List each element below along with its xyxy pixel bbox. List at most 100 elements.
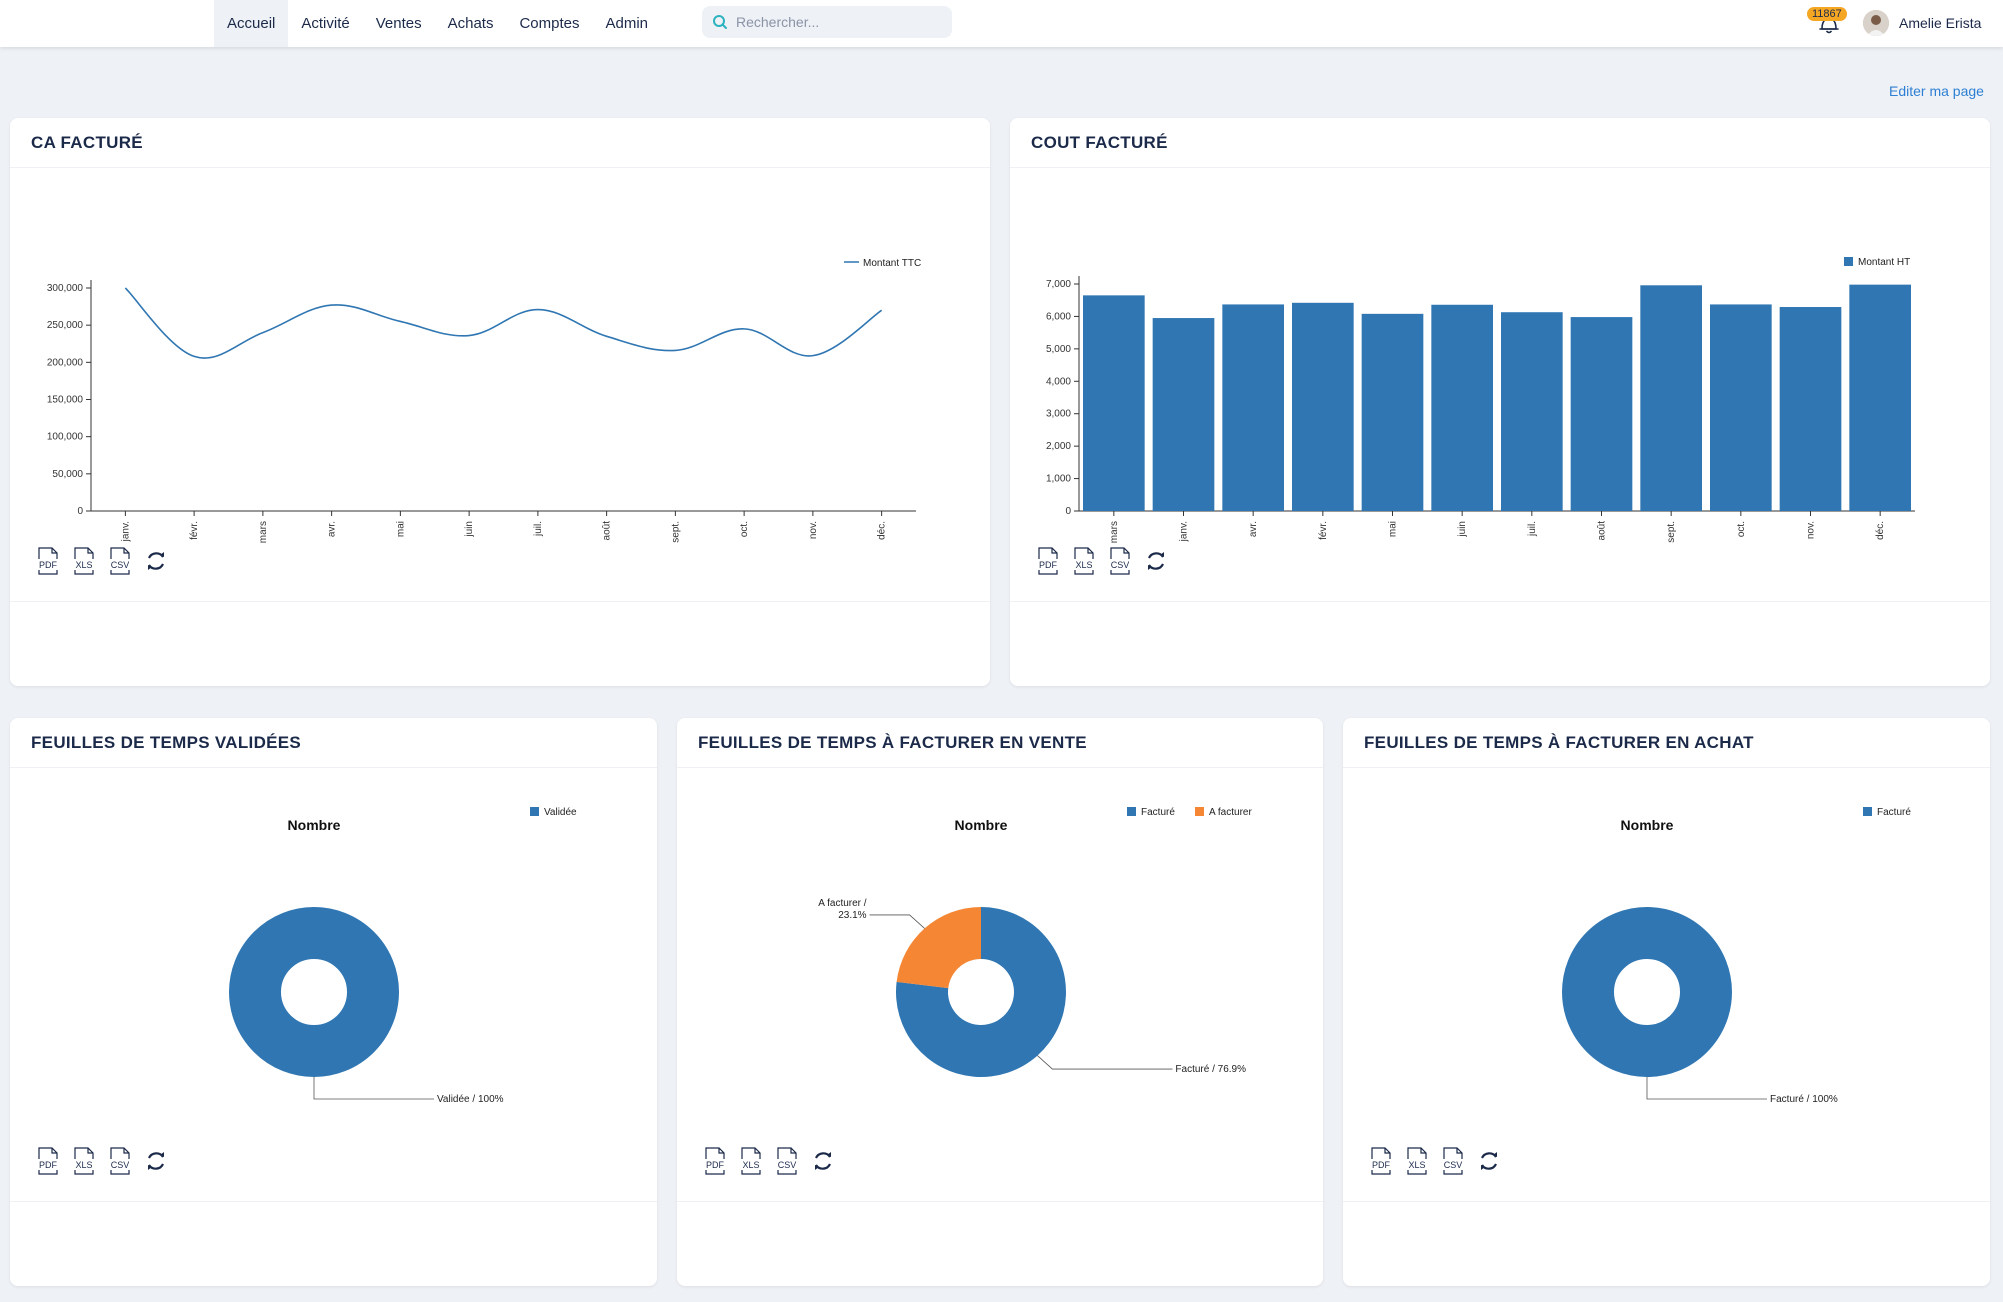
export-xls-button[interactable]: XLS <box>1070 546 1098 576</box>
bar-avr <box>1222 304 1284 511</box>
nav-item-admin[interactable]: Admin <box>605 15 649 32</box>
refresh-button[interactable] <box>1142 546 1170 576</box>
refresh-button[interactable] <box>142 1146 170 1176</box>
export-csv-button[interactable]: CSV <box>1439 1146 1467 1176</box>
x-tick-label: sept. <box>670 521 681 543</box>
export-pdf-button[interactable]: PDF <box>34 546 62 576</box>
export-label: PDF <box>39 560 58 570</box>
slice-label-leader <box>313 1077 434 1100</box>
legend-label: Validée <box>544 807 577 818</box>
x-tick-label: août <box>602 521 613 541</box>
user-name[interactable]: Amelie Erista <box>1899 15 1982 31</box>
bar-sept <box>1640 285 1702 511</box>
export-csv-button[interactable]: CSV <box>106 1146 134 1176</box>
export-xls-button[interactable]: XLS <box>70 1146 98 1176</box>
nav-item-activite[interactable]: Activité <box>301 15 350 32</box>
bar-nov <box>1779 307 1842 511</box>
card-title: FEUILLES DE TEMPS À FACTURER EN VENTE <box>698 732 1087 752</box>
export-pdf-button[interactable]: PDF <box>1034 546 1062 576</box>
file-xls-icon: XLS <box>738 1147 764 1175</box>
x-tick-label: août <box>1597 521 1608 541</box>
bar-juin <box>1431 304 1493 511</box>
export-label: XLS <box>1408 1160 1425 1170</box>
top-bar: Accueil Activité Ventes Achats Comptes A… <box>0 0 2003 47</box>
file-csv-icon: CSV <box>107 547 133 575</box>
nav-item-comptes[interactable]: Comptes <box>519 15 580 32</box>
feuilles-validees-card: FEUILLES DE TEMPS VALIDÉES Nombre Validée… <box>10 718 657 1286</box>
export-xls-button[interactable]: XLS <box>70 546 98 576</box>
nav-item-achats[interactable]: Achats <box>447 15 494 32</box>
slice-label: Facturé / 100% <box>1770 1094 1838 1105</box>
export-csv-button[interactable]: CSV <box>106 546 134 576</box>
x-tick-label: déc. <box>877 521 888 540</box>
file-pdf-icon: PDF <box>702 1147 728 1175</box>
y-tick-label: 1,000 <box>1046 474 1071 485</box>
refresh-icon <box>148 552 164 570</box>
legend-label: A facturer <box>1209 807 1252 818</box>
export-label: PDF <box>1372 1160 1391 1170</box>
slice-label: A facturer / <box>818 898 867 909</box>
x-tick-label: mars <box>258 521 269 543</box>
bar-juil <box>1501 312 1563 511</box>
nav-item-ventes[interactable]: Ventes <box>375 15 422 32</box>
slice-label-leader <box>1037 1055 1173 1070</box>
slice-label-leader <box>869 914 925 929</box>
search-box <box>702 6 952 38</box>
legend-label: Facturé <box>1141 807 1175 818</box>
file-pdf-icon: PDF <box>1368 1147 1394 1175</box>
export-label: PDF <box>39 1160 58 1170</box>
achat-donut-chart: Nombre Facturé Facturé / 100% <box>1562 807 1911 1105</box>
export-pdf-button[interactable]: PDF <box>1367 1146 1395 1176</box>
export-label: PDF <box>706 1160 725 1170</box>
refresh-button[interactable] <box>809 1146 837 1176</box>
legend-label: Montant TTC <box>863 258 921 269</box>
export-xls-button[interactable]: XLS <box>1403 1146 1431 1176</box>
legend-swatch <box>1195 807 1204 816</box>
legend-swatch <box>1863 807 1872 816</box>
refresh-button[interactable] <box>142 546 170 576</box>
x-tick-label: avr. <box>1248 521 1259 537</box>
bar-oct <box>1710 304 1772 511</box>
edit-page-link[interactable]: Editer ma page <box>1889 83 1984 99</box>
x-tick-label: juin <box>464 521 475 538</box>
card-title: CA FACTURÉ <box>31 132 143 152</box>
x-tick-label: déc. <box>1875 521 1886 540</box>
export-pdf-button[interactable]: PDF <box>701 1146 729 1176</box>
avatar[interactable] <box>1863 10 1889 36</box>
file-xls-icon: XLS <box>1071 547 1097 575</box>
slice-label: Validée / 100% <box>437 1094 504 1105</box>
bar-janv <box>1152 318 1215 511</box>
y-tick-label: 7,000 <box>1046 279 1071 290</box>
y-tick-label: 6,000 <box>1046 311 1071 322</box>
export-label: CSV <box>111 560 130 570</box>
legend-swatch <box>1127 807 1136 816</box>
ca-line-chart: 0 50,000 100,000 150,000 200,000 250,000 300,0… <box>47 258 921 543</box>
x-tick-label: mars <box>1109 521 1120 543</box>
legend-swatch <box>530 807 539 816</box>
x-tick-label: févr. <box>1318 521 1329 540</box>
export-label: PDF <box>1039 560 1058 570</box>
feuilles-achat-card: FEUILLES DE TEMPS À FACTURER EN ACHAT No… <box>1343 718 1990 1286</box>
export-label: XLS <box>1075 560 1092 570</box>
export-label: XLS <box>75 1160 92 1170</box>
export-csv-button[interactable]: CSV <box>1106 546 1134 576</box>
legend-swatch <box>1844 257 1853 266</box>
search-input[interactable] <box>736 14 936 30</box>
file-pdf-icon: PDF <box>35 1147 61 1175</box>
chart-title: Nombre <box>288 817 341 833</box>
export-pdf-button[interactable]: PDF <box>34 1146 62 1176</box>
nav-item-accueil[interactable]: Accueil <box>214 0 289 47</box>
y-tick-label: 200,000 <box>47 357 84 368</box>
slice-facturé <box>1562 907 1732 1077</box>
cout-bar-chart: 0 1,000 2,000 3,000 4,000 5,000 6,000 7,000 mars… <box>1046 257 1915 543</box>
file-pdf-icon: PDF <box>1035 547 1061 575</box>
slice-label: 23.1% <box>838 910 866 921</box>
file-csv-icon: CSV <box>1107 547 1133 575</box>
vente-donut-chart: Nombre Facturé A facturer Facturé / 76.9% A … <box>818 807 1252 1077</box>
export-csv-button[interactable]: CSV <box>773 1146 801 1176</box>
refresh-icon <box>1148 552 1164 570</box>
export-xls-button[interactable]: XLS <box>737 1146 765 1176</box>
file-csv-icon: CSV <box>1440 1147 1466 1175</box>
file-csv-icon: CSV <box>107 1147 133 1175</box>
refresh-button[interactable] <box>1475 1146 1503 1176</box>
